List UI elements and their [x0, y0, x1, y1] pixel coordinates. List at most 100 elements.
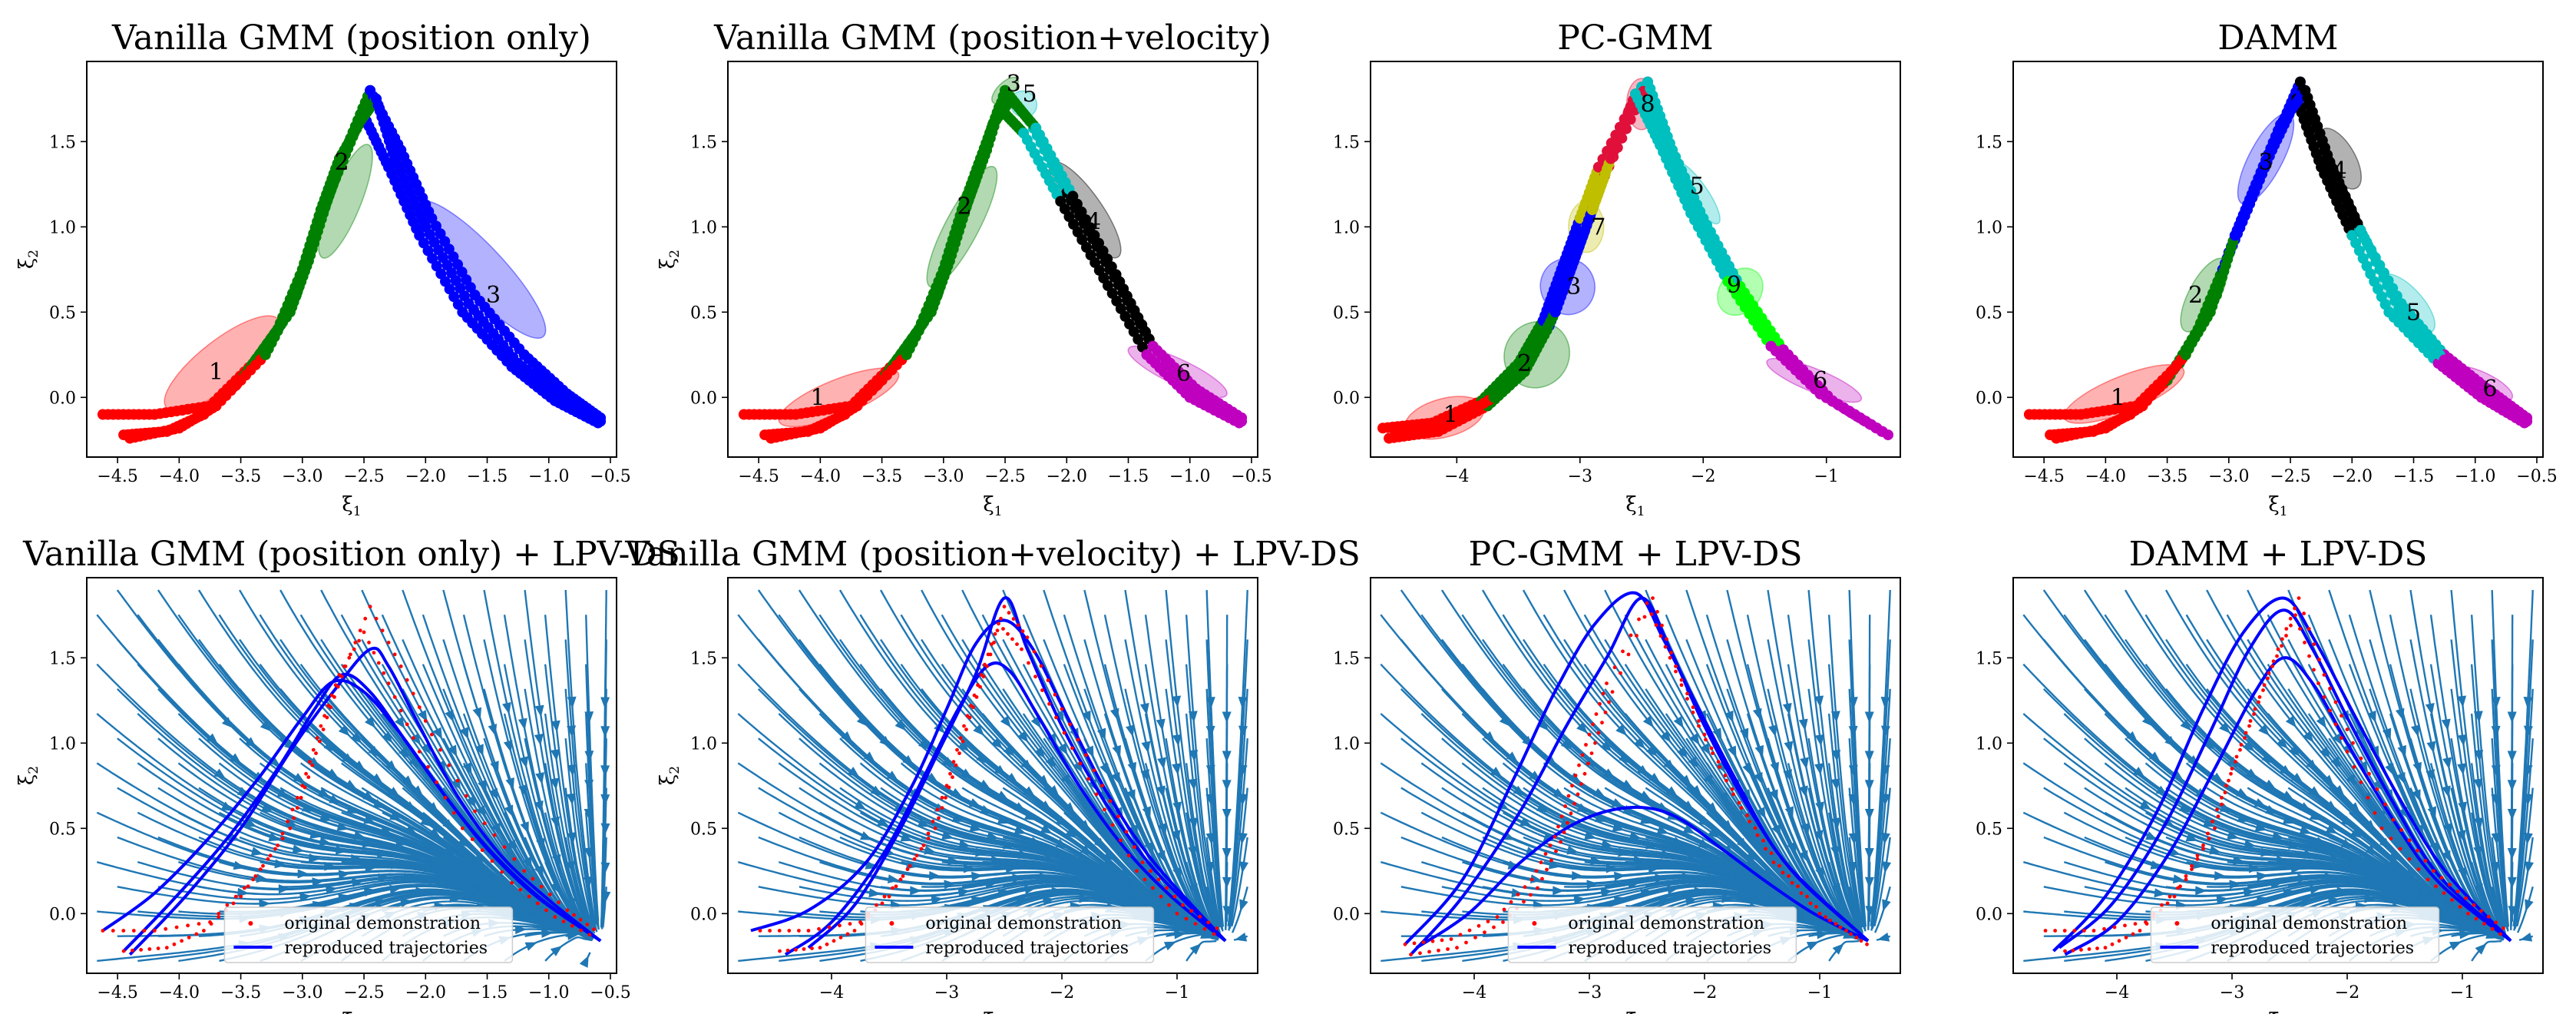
demo-point	[2351, 741, 2355, 745]
streamline	[585, 615, 600, 922]
demo-point	[1817, 911, 1822, 916]
stream-arrow	[1239, 899, 1248, 912]
x-tick-label: −0.5	[590, 467, 630, 486]
stream-arrow	[1738, 862, 1750, 873]
stream-arrow	[2214, 870, 2227, 880]
demo-point	[411, 691, 415, 696]
demo-point	[308, 760, 312, 764]
y-tick-label: 1.5	[1333, 133, 1360, 152]
demo-point	[1486, 920, 1490, 923]
stream-arrow	[2412, 789, 2421, 802]
demo-point	[1787, 874, 1791, 878]
demo-point	[1569, 811, 1573, 816]
streamline	[1185, 615, 1221, 928]
demo-point	[2063, 949, 2067, 953]
demo-point	[954, 763, 958, 767]
stream-arrow	[449, 893, 461, 903]
demo-point	[317, 739, 322, 744]
demo-point	[367, 641, 371, 645]
legend-label-repro: reproduced trajectories	[925, 939, 1129, 958]
stream-arrow	[567, 696, 577, 709]
stream-arrow	[503, 740, 513, 753]
demo-point	[1718, 765, 1721, 769]
demo-point	[926, 831, 931, 836]
demo-point	[531, 876, 535, 881]
demo-point	[518, 887, 523, 892]
demo-point	[101, 929, 105, 933]
demo-point	[2450, 898, 2454, 902]
demo-point	[2486, 914, 2491, 919]
stream-arrow	[297, 869, 309, 879]
demo-point	[2464, 896, 2468, 900]
streamline	[2516, 837, 2534, 927]
stream-arrow	[1880, 697, 1890, 709]
reproduced-trajectory	[784, 661, 1227, 956]
streamline	[1807, 787, 1859, 933]
demo-point	[2270, 664, 2274, 668]
stream-arrow	[448, 744, 458, 757]
stream-arrow	[1156, 785, 1166, 798]
panel-title: Vanilla GMM (position only)	[111, 18, 591, 58]
demo-point	[1193, 922, 1198, 926]
demo-point	[838, 936, 843, 939]
stream-arrow	[1051, 886, 1063, 896]
demo-point	[1529, 893, 1533, 897]
demo-point	[951, 760, 956, 764]
demo-point	[194, 932, 199, 936]
streamline	[503, 664, 590, 934]
stream-arrow	[600, 697, 610, 709]
stream-arrow	[550, 777, 560, 790]
stream-arrow	[1864, 711, 1874, 724]
demo-point	[172, 942, 177, 946]
stream-arrow	[2277, 737, 2288, 749]
demo-point	[1691, 711, 1695, 714]
demo-point	[299, 796, 303, 800]
demo-point	[557, 900, 561, 905]
stream-arrow	[260, 720, 272, 732]
cluster-label: 6	[1176, 360, 1191, 387]
cluster-label: 3	[1566, 273, 1581, 300]
stream-arrow	[973, 724, 984, 736]
demo-point	[2280, 637, 2284, 641]
cluster-label: 4	[2333, 157, 2347, 184]
demo-point	[2165, 901, 2170, 906]
x-tick-label: −3.0	[2208, 467, 2249, 486]
stream-arrow	[1642, 715, 1654, 728]
demo-point	[1580, 753, 1585, 757]
demo-point	[386, 641, 391, 645]
stream-arrow	[1070, 854, 1083, 864]
stream-arrow	[1172, 734, 1182, 747]
demo-point	[2458, 905, 2462, 909]
demo-point	[1660, 623, 1664, 628]
demo-point	[827, 925, 832, 930]
demo-point	[1100, 784, 1104, 788]
demo-point	[1669, 651, 1673, 655]
demo-point	[1548, 843, 1553, 847]
demo-point	[848, 922, 852, 926]
demo-point	[243, 886, 246, 890]
cluster-label: 4	[1086, 209, 1101, 236]
axes-frame	[727, 577, 1258, 974]
demo-point	[1679, 683, 1684, 688]
demo-point	[2297, 596, 2301, 600]
y-tick-label: 0.5	[1976, 303, 2002, 323]
demo-point	[2133, 922, 2138, 926]
x-tick-label: −1.0	[2455, 467, 2495, 486]
demo-point	[944, 784, 949, 788]
demo-point	[2345, 750, 2349, 754]
demo-point	[217, 911, 221, 916]
stream-arrow	[409, 850, 422, 859]
demo-point	[349, 652, 352, 657]
stream-arrow	[565, 860, 575, 873]
demo-point	[1691, 705, 1695, 710]
stream-arrow	[1134, 884, 1146, 896]
demo-point	[976, 683, 980, 688]
demo-point	[209, 922, 213, 926]
stream-arrow	[2356, 854, 2369, 864]
cluster-label: 6	[2482, 376, 2497, 403]
plot-area	[738, 76, 1248, 444]
demo-point	[2448, 883, 2452, 886]
trajectory-point	[1080, 214, 1092, 225]
trajectory-point	[595, 416, 607, 427]
demo-point	[2317, 658, 2321, 661]
